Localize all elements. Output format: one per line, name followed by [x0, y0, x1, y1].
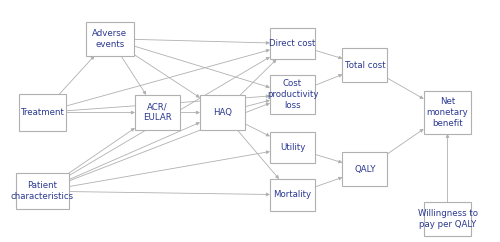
Text: Treatment: Treatment — [20, 108, 64, 117]
FancyBboxPatch shape — [135, 95, 180, 130]
FancyBboxPatch shape — [200, 95, 245, 130]
FancyBboxPatch shape — [270, 179, 315, 211]
FancyBboxPatch shape — [424, 91, 471, 134]
Text: HAQ: HAQ — [213, 108, 232, 117]
Text: Patient
characteristics: Patient characteristics — [11, 181, 74, 201]
FancyBboxPatch shape — [270, 28, 315, 59]
Text: Adverse
events: Adverse events — [92, 29, 128, 49]
Text: Total cost: Total cost — [344, 61, 386, 70]
Text: Utility: Utility — [280, 143, 305, 152]
Text: Willingness to
pay per QALY: Willingness to pay per QALY — [418, 209, 478, 229]
Text: QALY: QALY — [354, 165, 376, 174]
FancyBboxPatch shape — [86, 22, 134, 56]
FancyBboxPatch shape — [16, 173, 69, 209]
Text: Mortality: Mortality — [274, 190, 312, 199]
FancyBboxPatch shape — [270, 132, 315, 163]
Text: Net
monetary
benefit: Net monetary benefit — [426, 97, 469, 128]
Text: Cost
productivity
loss: Cost productivity loss — [267, 79, 318, 110]
Text: Direct cost: Direct cost — [270, 39, 316, 48]
Text: ACR/
EULAR: ACR/ EULAR — [143, 103, 172, 122]
FancyBboxPatch shape — [270, 75, 315, 114]
FancyBboxPatch shape — [342, 152, 388, 186]
FancyBboxPatch shape — [342, 48, 388, 82]
FancyBboxPatch shape — [424, 202, 471, 236]
FancyBboxPatch shape — [19, 94, 66, 131]
